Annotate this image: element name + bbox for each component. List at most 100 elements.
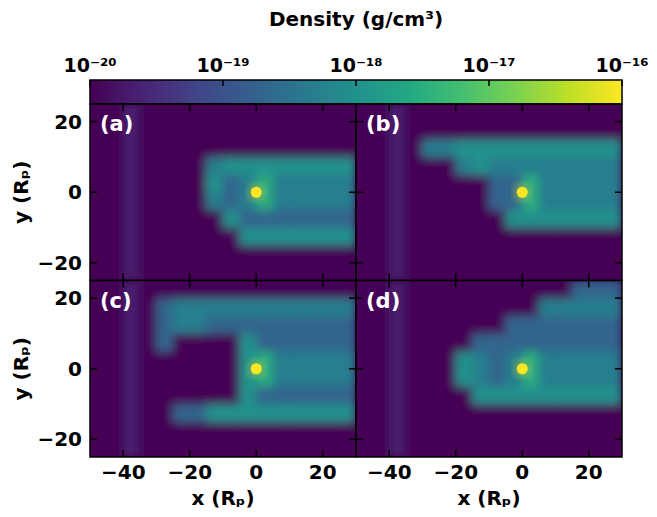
density-cell <box>173 298 190 316</box>
y-tick <box>615 439 622 441</box>
density-cell <box>223 351 240 369</box>
plot-background <box>90 104 356 281</box>
density-cell <box>422 298 439 316</box>
density-cell <box>472 404 489 422</box>
density-cell <box>422 281 439 299</box>
density-cell <box>322 368 339 386</box>
colorbar-tick-label: 10⁻²⁰ <box>63 54 116 76</box>
density-cell <box>439 316 456 334</box>
x-axis-title: x (Rₚ) <box>457 486 520 510</box>
x-tick <box>455 274 457 281</box>
density-cell <box>572 192 589 210</box>
density-cell <box>289 404 306 422</box>
colorbar-tick-label: 10⁻¹⁷ <box>462 54 515 76</box>
density-cell <box>555 139 572 157</box>
density-cell <box>472 298 489 316</box>
density-cell <box>572 104 589 122</box>
density-cell <box>306 439 323 457</box>
density-cell <box>289 368 306 386</box>
density-cell <box>572 386 589 404</box>
density-cell <box>273 421 290 439</box>
density-cell <box>339 157 356 175</box>
density-cell <box>189 421 206 439</box>
density-cell <box>289 298 306 316</box>
density-cell <box>539 333 556 351</box>
y-tick-label: −20 <box>37 427 82 451</box>
density-cell <box>356 210 373 228</box>
density-cell <box>90 227 107 245</box>
density-cell <box>356 139 373 157</box>
density-cell <box>588 121 605 139</box>
density-cell <box>389 157 406 175</box>
density-cell <box>123 386 140 404</box>
density-cell <box>505 439 522 457</box>
density-cell <box>156 421 173 439</box>
density-cell <box>189 227 206 245</box>
density-cell <box>605 104 622 122</box>
density-cell <box>455 245 472 263</box>
density-cell <box>189 174 206 192</box>
density-cell <box>273 210 290 228</box>
density-cell <box>406 404 423 422</box>
density-cell <box>522 421 539 439</box>
density-cell <box>256 210 273 228</box>
density-cell <box>90 192 107 210</box>
density-cell <box>339 298 356 316</box>
density-cell <box>206 245 223 263</box>
density-cell <box>605 227 622 245</box>
density-cell <box>572 439 589 457</box>
density-cell <box>406 192 423 210</box>
density-cell <box>439 368 456 386</box>
density-cell <box>372 245 389 263</box>
x-tick-label: 0 <box>249 460 263 484</box>
density-cell <box>140 368 157 386</box>
density-cell <box>223 421 240 439</box>
colorbar-tick <box>488 80 490 86</box>
density-cell <box>173 404 190 422</box>
density-cell <box>439 104 456 122</box>
density-cell <box>472 386 489 404</box>
density-cell <box>106 245 123 263</box>
density-cell <box>455 298 472 316</box>
density-cell <box>140 245 157 263</box>
density-cell <box>472 421 489 439</box>
density-cell <box>572 157 589 175</box>
density-cell <box>322 157 339 175</box>
density-cell <box>206 368 223 386</box>
x-tick <box>522 450 524 457</box>
density-cell <box>356 316 373 334</box>
density-cell <box>173 439 190 457</box>
density-cell <box>389 404 406 422</box>
density-cell <box>273 368 290 386</box>
density-cell <box>489 227 506 245</box>
density-cell <box>289 281 306 299</box>
density-cell <box>90 139 107 157</box>
density-cell <box>489 121 506 139</box>
density-cell <box>306 192 323 210</box>
density-cell <box>289 192 306 210</box>
density-cell <box>106 174 123 192</box>
density-cell <box>472 174 489 192</box>
density-cell <box>223 386 240 404</box>
density-cell <box>406 157 423 175</box>
x-tick <box>522 274 524 281</box>
density-cell <box>206 174 223 192</box>
density-cell <box>472 192 489 210</box>
density-cell <box>588 386 605 404</box>
density-cell <box>223 139 240 157</box>
density-cell <box>472 368 489 386</box>
density-cell <box>289 245 306 263</box>
density-cell <box>189 104 206 122</box>
density-cell <box>223 227 240 245</box>
density-cell <box>522 281 539 299</box>
density-cell <box>306 210 323 228</box>
plot-area <box>90 104 356 281</box>
density-cell <box>339 386 356 404</box>
panel-letter: (c) <box>100 289 132 313</box>
density-cell <box>206 121 223 139</box>
density-cell <box>173 139 190 157</box>
density-cell <box>539 351 556 369</box>
density-cell <box>322 210 339 228</box>
density-cell <box>223 368 240 386</box>
density-cell <box>572 281 589 299</box>
